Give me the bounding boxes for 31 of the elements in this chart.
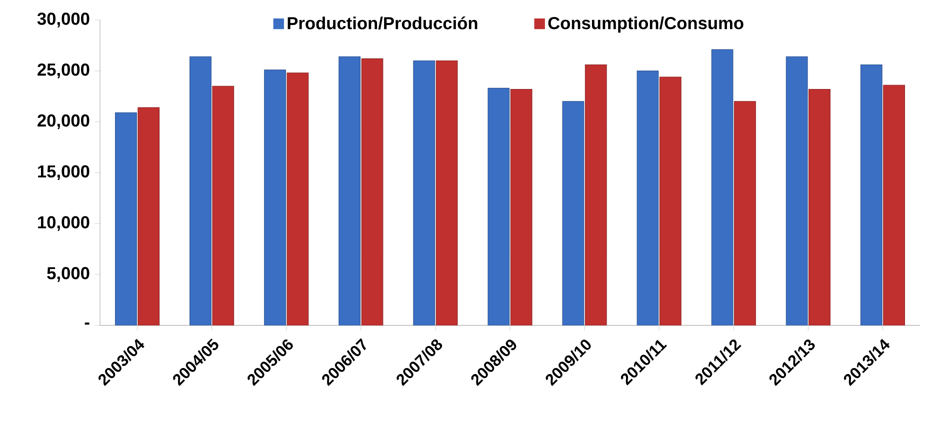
bar	[659, 76, 682, 326]
y-tick-label: 25,000	[38, 63, 90, 78]
y-tick-label: 15,000	[38, 165, 90, 180]
bar	[264, 70, 286, 326]
bar	[734, 101, 756, 326]
bar	[808, 88, 830, 326]
bar	[510, 88, 532, 326]
bar	[138, 107, 160, 326]
y-tick-label: -	[84, 322, 90, 325]
legend-label: Consumption/Consumo	[548, 16, 744, 33]
bar	[711, 49, 734, 326]
bar	[584, 64, 607, 326]
bar	[860, 64, 882, 326]
y-tick-label: 30,000	[37, 12, 90, 28]
bar	[361, 58, 384, 326]
bar	[636, 70, 659, 326]
bar	[413, 60, 436, 326]
bar	[338, 56, 361, 326]
bar	[488, 88, 510, 326]
bar	[115, 112, 137, 326]
bar	[786, 56, 808, 326]
y-tick-label: 20,000	[38, 114, 90, 130]
bar	[562, 101, 584, 326]
bar	[883, 84, 905, 326]
bar	[436, 60, 458, 326]
legend-label: Production/Producción	[288, 16, 478, 30]
y-tick-label: 10,000	[38, 216, 90, 231]
y-tick-label: 5,000	[47, 267, 90, 282]
bar	[190, 56, 212, 326]
bar	[212, 86, 234, 326]
bar	[286, 72, 309, 326]
